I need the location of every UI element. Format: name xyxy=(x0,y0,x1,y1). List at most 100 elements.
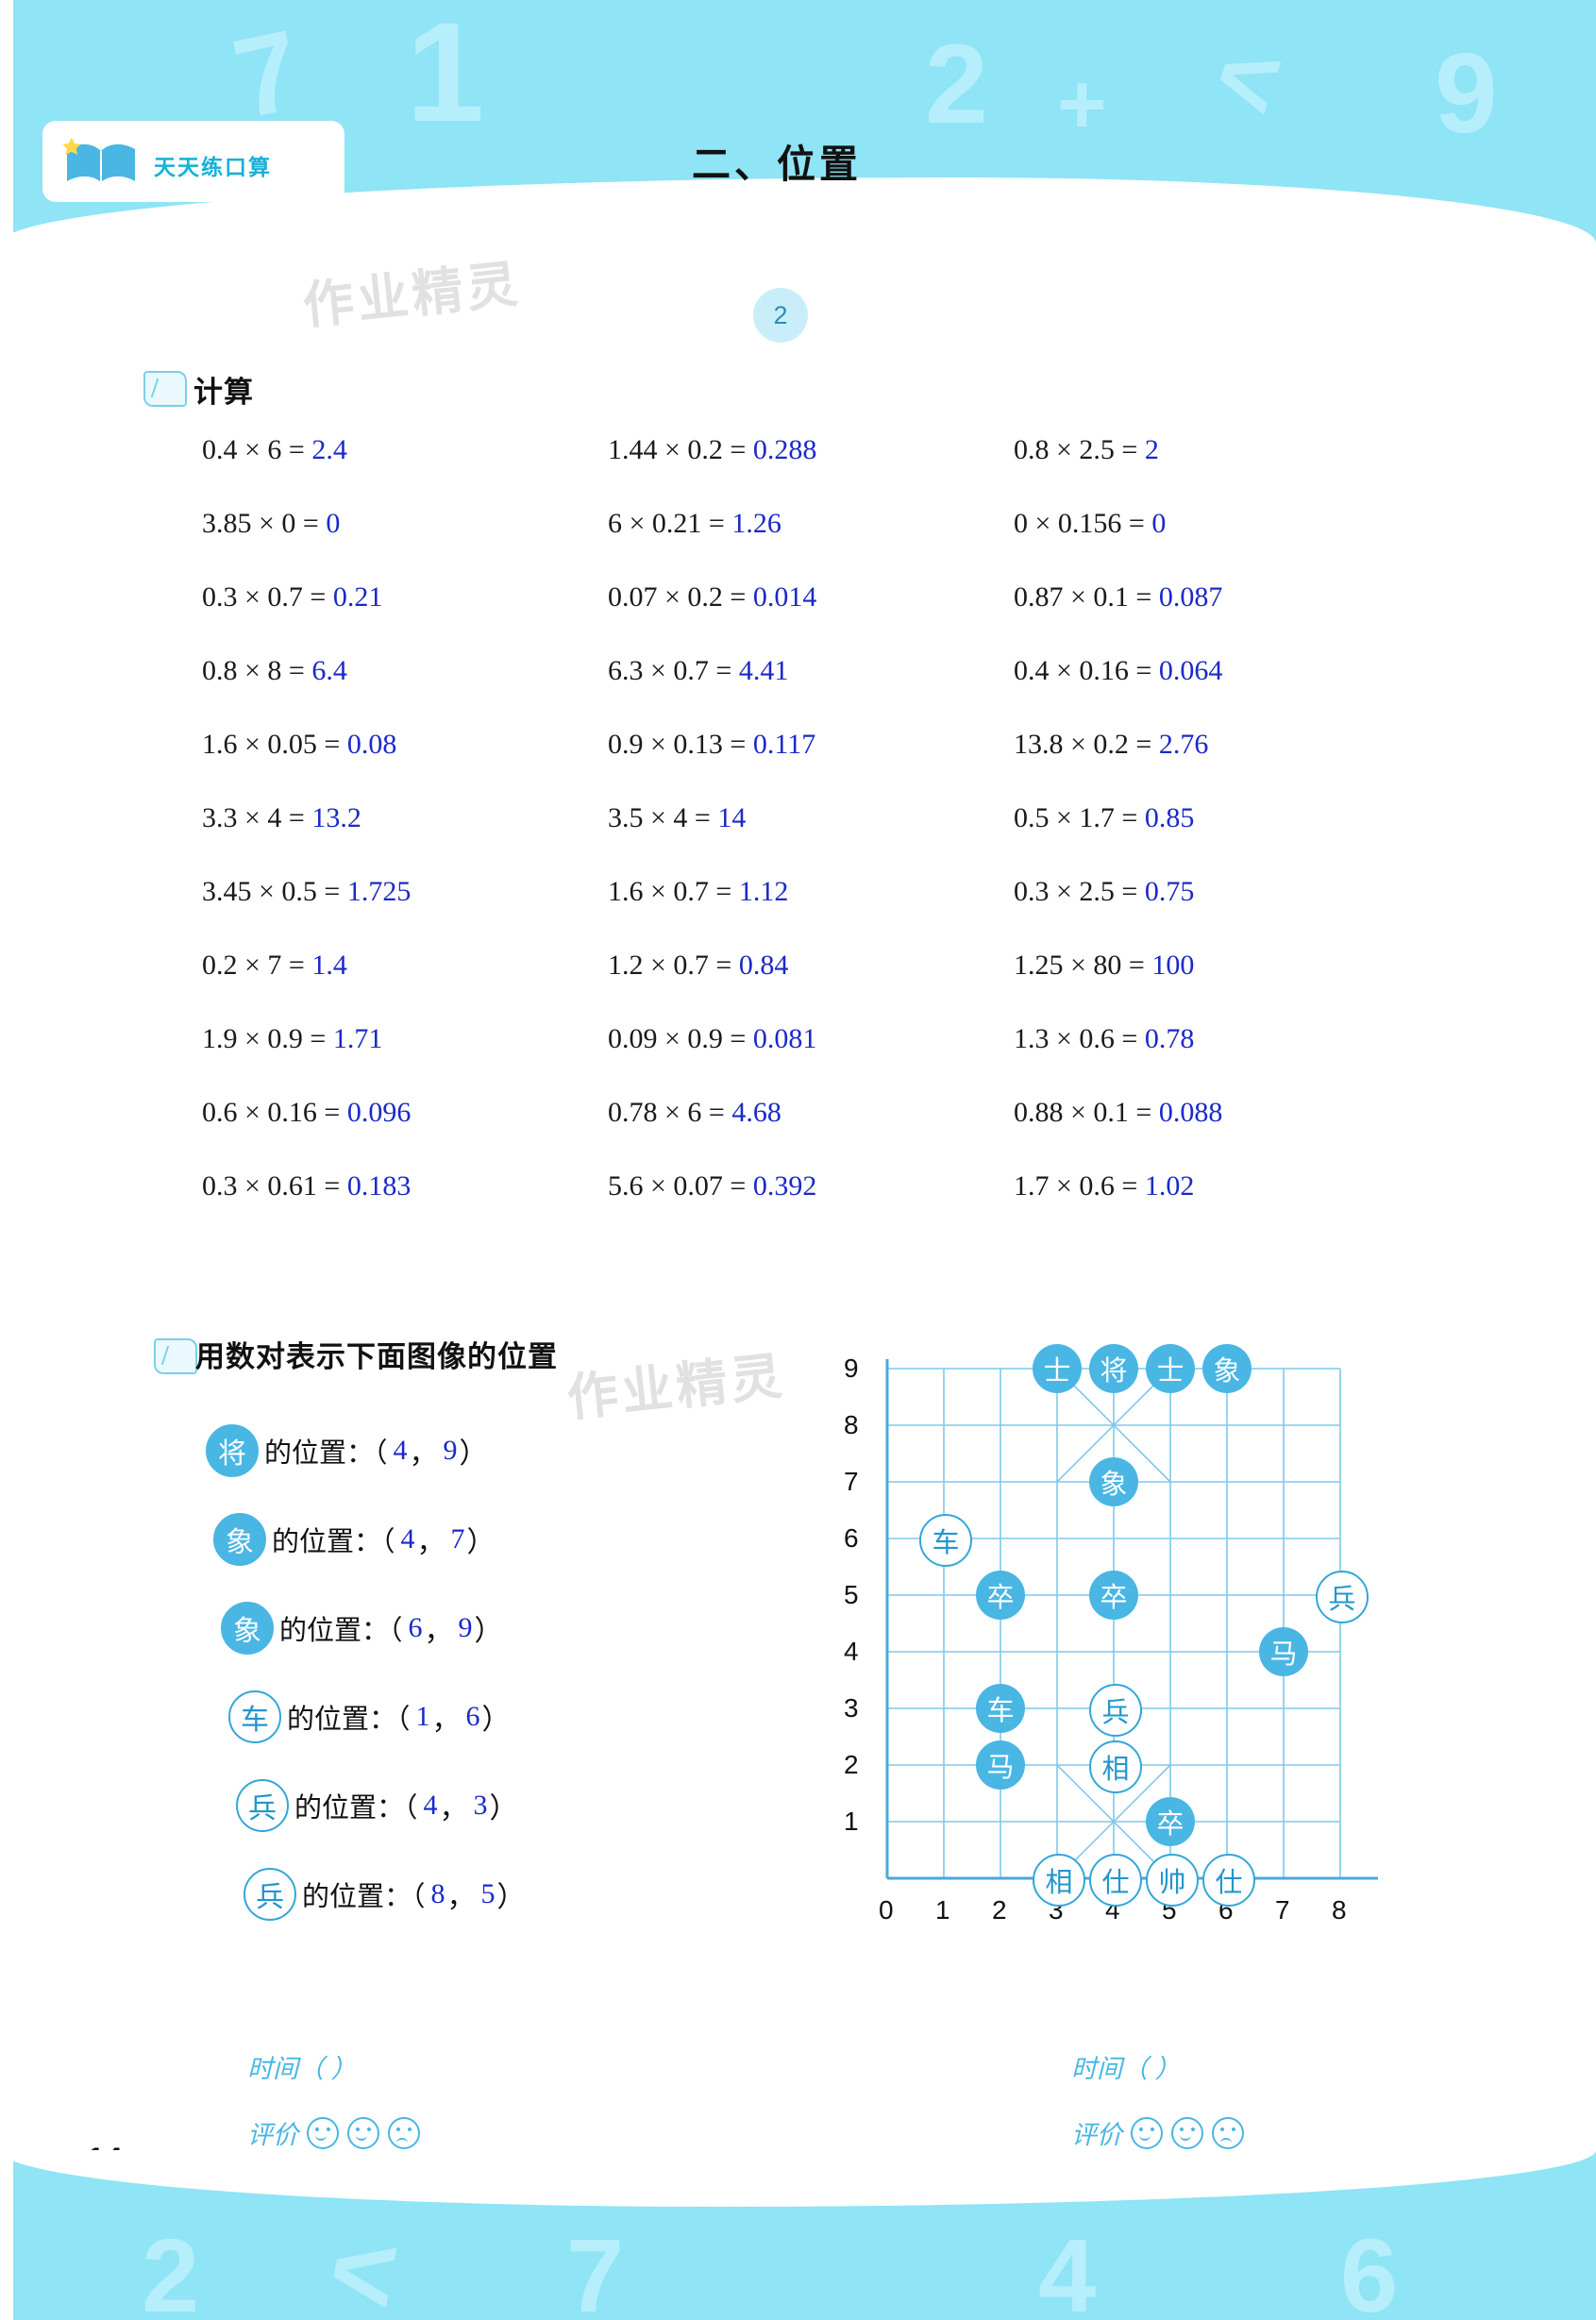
board-piece: 兵 xyxy=(1316,1571,1369,1623)
calc-answer: 0.014 xyxy=(752,581,817,613)
time-label-right: 时间（ ） xyxy=(1071,2055,1181,2083)
y-axis-tick: 9 xyxy=(844,1353,859,1383)
calc-cell: 0.87 × 0.1 = 0.087 xyxy=(1014,581,1420,655)
smile-face-icon[interactable] xyxy=(307,2117,339,2149)
calc-answer: 1.26 xyxy=(731,508,781,539)
smile-face-icon[interactable] xyxy=(347,2117,379,2149)
calc-answer: 2.76 xyxy=(1158,729,1209,760)
calc-answer: 0.75 xyxy=(1144,876,1195,907)
chapter-title: 二、位置 xyxy=(692,143,862,186)
calc-question: 3.85 × 0 = xyxy=(202,508,319,539)
table-row: 3.85 × 0 = 0 6 × 0.21 = 1.26 0 × 0.156 =… xyxy=(202,508,1420,581)
table-row: 1.9 × 0.9 = 1.71 0.09 × 0.9 = 0.081 1.3 … xyxy=(202,1023,1420,1097)
y-axis-tick: 1 xyxy=(844,1807,859,1836)
position-close: ） xyxy=(474,1616,503,1647)
calc-question: 3.3 × 4 = xyxy=(202,802,305,833)
open-book-icon xyxy=(63,138,135,182)
position-sep: ， xyxy=(424,1616,453,1647)
sad-face-icon[interactable] xyxy=(1212,2117,1244,2149)
calc-question: 0 × 0.156 = xyxy=(1014,508,1145,539)
position-label: 的位置：（ xyxy=(279,1616,403,1646)
list-item: 兵 的位置：（ 4 ， 3 ） xyxy=(185,1761,526,1850)
position-sep: ， xyxy=(416,1527,445,1558)
position-x: 6 xyxy=(408,1612,425,1643)
banner-decor-9: 7 xyxy=(566,2218,625,2320)
calc-cell: 0.8 × 8 = 6.4 xyxy=(202,655,608,729)
calc-cell: 0.09 × 0.9 = 0.081 xyxy=(608,1023,1014,1097)
calc-question: 0.8 × 8 = xyxy=(202,655,305,686)
position-x: 1 xyxy=(415,1701,432,1732)
position-y: 9 xyxy=(443,1435,460,1466)
position-y: 5 xyxy=(480,1878,497,1909)
section-title-calc: 计算 xyxy=(193,376,254,409)
calc-answer: 0 xyxy=(326,508,341,539)
calc-question: 3.5 × 4 = xyxy=(608,802,711,833)
calc-answer: 14 xyxy=(717,802,747,833)
calc-cell: 0.88 × 0.1 = 0.088 xyxy=(1014,1097,1420,1170)
calc-answer: 100 xyxy=(1151,950,1195,981)
position-x: 8 xyxy=(430,1878,447,1909)
position-sep: ， xyxy=(439,1793,468,1824)
banner-decor-8: < xyxy=(319,2203,408,2320)
calc-question: 6.3 × 0.7 = xyxy=(608,655,732,686)
y-axis-tick: 5 xyxy=(844,1580,859,1609)
smile-face-icon[interactable] xyxy=(1171,2117,1203,2149)
calc-question: 1.25 × 80 = xyxy=(1014,950,1145,981)
position-y: 3 xyxy=(473,1790,490,1821)
calc-question: 1.6 × 0.05 = xyxy=(202,729,341,760)
calc-cell: 3.85 × 0 = 0 xyxy=(202,508,608,581)
calc-answer: 1.725 xyxy=(346,876,412,907)
calc-cell: 6 × 0.21 = 1.26 xyxy=(608,508,1014,581)
calc-question: 0.9 × 0.13 = xyxy=(608,729,747,760)
calc-question: 5.6 × 0.07 = xyxy=(608,1170,747,1202)
section-marker-calc xyxy=(143,371,187,407)
time-label-left: 时间（ ） xyxy=(247,2055,357,2083)
y-axis-tick: 3 xyxy=(844,1693,859,1723)
board-piece: 马 xyxy=(976,1740,1025,1790)
calc-cell: 1.7 × 0.6 = 1.02 xyxy=(1014,1170,1420,1244)
calc-question: 1.2 × 0.7 = xyxy=(608,950,732,981)
board-piece: 相 xyxy=(1089,1740,1142,1793)
position-y: 7 xyxy=(450,1523,467,1555)
calc-cell: 3.3 × 4 = 13.2 xyxy=(202,802,608,876)
calc-cell: 0.4 × 0.16 = 0.064 xyxy=(1014,655,1420,729)
calc-answer: 0.21 xyxy=(332,581,383,613)
calc-question: 0.3 × 0.7 = xyxy=(202,581,327,613)
sad-face-icon[interactable] xyxy=(388,2117,420,2149)
board-piece: 马 xyxy=(1259,1627,1308,1676)
calc-cell: 0.2 × 7 = 1.4 xyxy=(202,950,608,1023)
calc-cell: 1.44 × 0.2 = 0.288 xyxy=(608,434,1014,508)
y-axis-tick: 2 xyxy=(844,1750,859,1779)
smile-face-icon[interactable] xyxy=(1131,2117,1163,2149)
position-label: 的位置：（ xyxy=(272,1527,395,1557)
board-piece: 士 xyxy=(1033,1344,1082,1393)
position-close: ） xyxy=(466,1527,496,1558)
calc-answer: 0.392 xyxy=(752,1170,817,1202)
table-row: 0.4 × 6 = 2.4 1.44 × 0.2 = 0.288 0.8 × 2… xyxy=(202,434,1420,508)
calc-question: 1.6 × 0.7 = xyxy=(608,876,732,907)
eval-label-right: 评价 xyxy=(1071,2121,1122,2149)
chess-piece-icon: 兵 xyxy=(236,1779,289,1832)
calc-question: 1.7 × 0.6 = xyxy=(1014,1170,1138,1202)
calc-answer: 0.08 xyxy=(346,729,397,760)
calculation-grid: 0.4 × 6 = 2.4 1.44 × 0.2 = 0.288 0.8 × 2… xyxy=(202,434,1420,1244)
banner-decor-11: 6 xyxy=(1340,2218,1399,2320)
calc-answer: 0.117 xyxy=(752,729,816,760)
calc-question: 0.3 × 0.61 = xyxy=(202,1170,341,1202)
x-axis-tick: 7 xyxy=(1275,1895,1290,1925)
banner-decor-4: + xyxy=(1057,58,1107,152)
y-axis-tick: 8 xyxy=(844,1410,859,1439)
y-axis-tick: 6 xyxy=(844,1523,859,1553)
calc-cell: 0.5 × 1.7 = 0.85 xyxy=(1014,802,1420,876)
y-axis-tick: 4 xyxy=(844,1637,859,1666)
calc-cell: 0.4 × 6 = 2.4 xyxy=(202,434,608,508)
position-sep: ， xyxy=(409,1438,438,1470)
bottom-curve xyxy=(0,2150,1596,2207)
calc-cell: 1.6 × 0.7 = 1.12 xyxy=(608,876,1014,950)
x-axis-tick: 2 xyxy=(992,1895,1007,1925)
table-row: 1.6 × 0.05 = 0.08 0.9 × 0.13 = 0.117 13.… xyxy=(202,729,1420,802)
position-close: ） xyxy=(489,1793,518,1824)
x-axis-tick: 1 xyxy=(935,1895,950,1925)
calc-answer: 0.096 xyxy=(346,1097,412,1128)
calc-answer: 0 xyxy=(1151,508,1167,539)
